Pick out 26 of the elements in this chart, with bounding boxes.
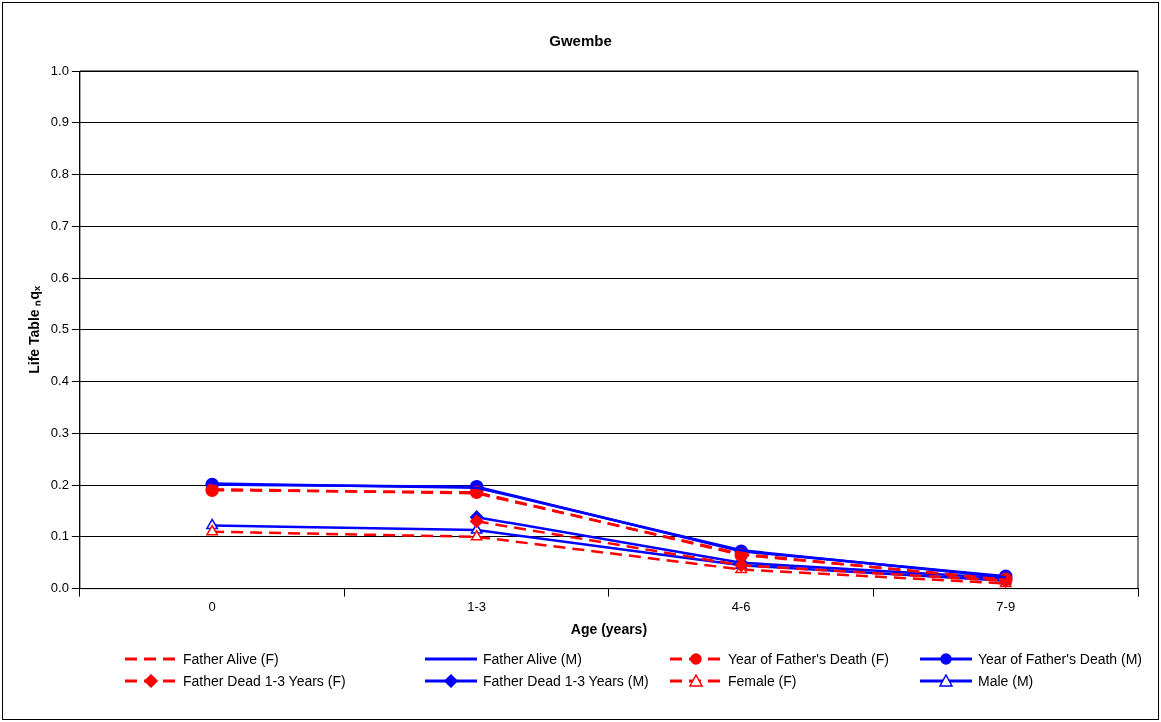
y-tick-label: 0.2 — [50, 476, 69, 492]
y-tick-label: 0.8 — [50, 166, 69, 182]
y-tick-label: 0.7 — [50, 217, 69, 233]
x-axis-title: Age (years) — [570, 621, 648, 638]
x-tick-label: 1-3 — [467, 598, 487, 614]
x-tick-label: 4-6 — [731, 598, 751, 614]
y-tick-label: 0.4 — [50, 373, 69, 389]
y-tick-label: 0.3 — [50, 424, 69, 440]
legend-label: Father Alive (F) — [183, 651, 279, 667]
y-tick-label: 0.9 — [50, 114, 69, 130]
legend-label: Year of Father's Death (M) — [978, 651, 1143, 667]
y-tick-label: 1.0 — [50, 62, 69, 78]
legend-label: Father Dead 1-3 Years (F) — [183, 673, 346, 689]
y-tick-label: 0.6 — [50, 269, 69, 285]
x-tick-label: 7-9 — [996, 598, 1016, 614]
legend-label: Male (M) — [978, 673, 1034, 689]
chart-title: Gwembe — [549, 32, 612, 50]
y-axis-title: Life Table ₙqₓ — [26, 284, 43, 374]
y-tick-label: 0.5 — [50, 321, 69, 337]
x-tick-label: 0 — [208, 598, 216, 614]
y-tick-label: 0.1 — [50, 528, 69, 544]
legend-label: Female (F) — [728, 673, 797, 689]
legend-label: Father Dead 1-3 Years (M) — [483, 673, 649, 689]
legend-label: Father Alive (M) — [483, 651, 582, 667]
legend-label: Year of Father's Death (F) — [728, 651, 889, 667]
y-tick-label: 0.0 — [50, 580, 69, 596]
